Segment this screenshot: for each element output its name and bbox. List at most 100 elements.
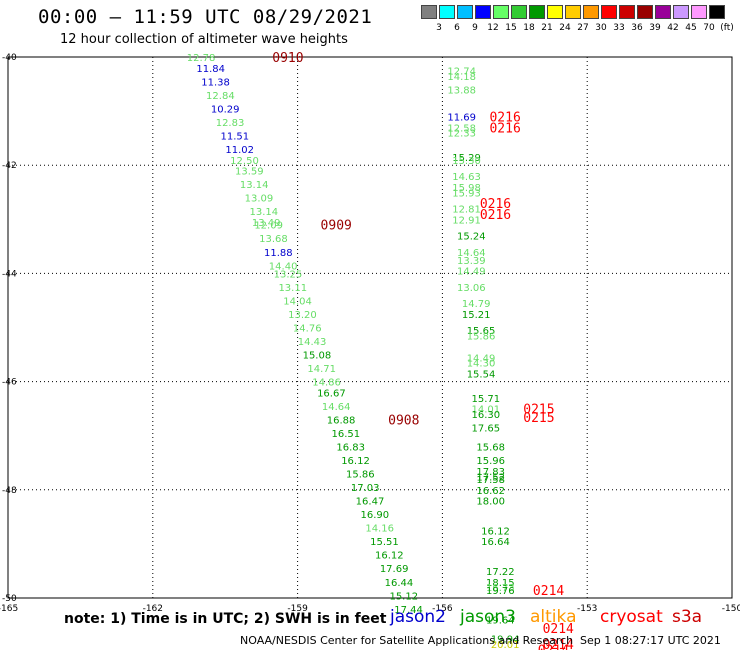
wave-height-point: 13.68 [259, 234, 288, 245]
wave-height-point: 14.64 [322, 402, 351, 413]
wave-height-point: 14.64 [457, 248, 486, 259]
scale-label: 12 [487, 23, 499, 33]
wave-height-point: 19.76 [486, 586, 515, 597]
scale-swatch [547, 5, 563, 19]
wave-height-point: 17.03 [351, 483, 380, 494]
wave-height-point: 13.14 [249, 207, 278, 218]
wave-height-point: 12.84 [206, 91, 235, 102]
wave-height-point: 11.51 [221, 131, 250, 142]
pass-time-label: 0908 [388, 413, 419, 428]
wave-height-point: 15.65 [467, 326, 496, 337]
scale-swatch [457, 5, 473, 19]
satellite-legend-cryosat: cryosat [600, 607, 663, 627]
wave-height-point: 16.83 [336, 443, 365, 454]
wave-height-point: 17.52 [476, 472, 505, 483]
generated-time: Sep 1 08:27:17 UTC 2021 [580, 634, 721, 647]
wave-height-point: 19.94 [491, 635, 520, 646]
wave-height-point: 16.62 [476, 486, 505, 497]
wave-height-point: 15.08 [303, 351, 332, 362]
pass-time-label: 0215 [523, 403, 554, 418]
scale-swatch [637, 5, 653, 19]
wave-height-point: 15.86 [346, 470, 375, 481]
pass-time-label: 0215 [523, 411, 554, 426]
wave-height-point: 16.73 [486, 583, 515, 594]
wave-height-point: 12.91 [452, 215, 481, 226]
wave-height-point: 19.64 [486, 616, 515, 627]
credit-text: NOAA/NESDIS Center for Satellite Applica… [240, 634, 574, 647]
wave-height-point: 16.44 [385, 578, 414, 589]
wave-height-point: 17.83 [476, 467, 505, 478]
wave-height-point: 15.71 [472, 394, 501, 405]
scale-label: (ft) [720, 23, 734, 33]
x-tick-label: -159 [287, 604, 308, 614]
satellite-legend-jason3: jason3 [460, 607, 516, 627]
wave-height-point: 14.71 [307, 364, 336, 375]
wave-height-point: 12.33 [447, 129, 476, 140]
scale-swatch [421, 5, 437, 19]
y-tick-label: -48 [2, 486, 17, 496]
wave-height-point: 15.12 [389, 591, 418, 602]
scale-label: 39 [649, 23, 661, 33]
scale-label: 9 [472, 23, 478, 33]
wave-height-point: 13.49 [252, 218, 281, 229]
wave-height-point: 13.88 [447, 85, 476, 96]
wave-height-point: 16.67 [317, 388, 346, 399]
scale-label: 15 [505, 23, 517, 33]
wave-height-point: 11.38 [201, 77, 230, 88]
wave-height-point: 16.51 [332, 429, 361, 440]
scale-label: 6 [454, 23, 460, 33]
wave-height-point: 16.12 [481, 526, 510, 537]
wave-height-point: 11.84 [196, 64, 225, 75]
scale-label: 33 [613, 23, 625, 33]
scale-swatch [529, 5, 545, 19]
wave-height-point: 14.76 [293, 324, 322, 335]
wave-height-point: 14.86 [312, 378, 341, 389]
y-tick-label: -50 [2, 594, 17, 604]
wave-height-point: 16.12 [341, 456, 370, 467]
wave-height-point: 10.29 [211, 104, 240, 115]
wave-height-point: 15.96 [476, 456, 505, 467]
x-tick-label: -165 [0, 604, 18, 614]
pass-time-label: 0216 [489, 121, 520, 136]
wave-height-point: 17.69 [380, 564, 409, 575]
wave-height-point: 15.24 [457, 232, 486, 243]
wave-height-point: 13.25 [274, 269, 303, 280]
wave-height-point: 14.79 [462, 299, 491, 310]
scale-label: 45 [685, 23, 697, 33]
wave-height-point: 16.30 [472, 410, 501, 421]
pass-time-label: 0216 [480, 197, 511, 212]
wave-height-point: 17.22 [486, 567, 515, 578]
scale-swatch [601, 5, 617, 19]
scale-label: 70 [703, 23, 715, 33]
scale-label: 3 [436, 23, 442, 33]
x-tick-label: -153 [577, 604, 597, 614]
scale-swatch [511, 5, 527, 19]
wave-height-point: 18.15 [486, 578, 515, 589]
wave-height-point: 18.00 [476, 497, 505, 508]
wave-height-point: 14.43 [298, 337, 327, 348]
scale-label: 27 [577, 23, 589, 33]
wave-height-point: 16.90 [361, 510, 390, 521]
wave-height-point: 14.40 [269, 261, 298, 272]
scale-swatch [475, 5, 491, 19]
pass-time-label: 0216 [489, 111, 520, 126]
wave-height-point: 13.14 [240, 180, 269, 191]
scale-swatch [673, 5, 689, 19]
wave-height-point: 13.39 [457, 256, 486, 267]
wave-height-point: 14.01 [472, 405, 501, 416]
x-tick-label: -162 [143, 604, 163, 614]
pass-time-label: 0216 [480, 208, 511, 223]
wave-height-point: 13.59 [235, 167, 264, 178]
pass-time-label: 0910 [272, 51, 303, 66]
satellite-legend-jason2: jason2 [390, 607, 446, 627]
wave-height-point: 13.20 [288, 310, 317, 321]
wave-height-point: 15.86 [467, 332, 496, 343]
wave-height-point: 17.58 [476, 475, 505, 486]
wave-height-point: 11.02 [225, 145, 254, 156]
wave-height-point: 12.83 [216, 118, 245, 129]
scale-swatch [709, 5, 725, 19]
wave-height-point: 20.01 [491, 640, 520, 650]
wave-height-point: 14.04 [283, 296, 312, 307]
wave-height-point: 15.30 [452, 156, 481, 167]
wave-height-point: 12.09 [254, 221, 283, 232]
